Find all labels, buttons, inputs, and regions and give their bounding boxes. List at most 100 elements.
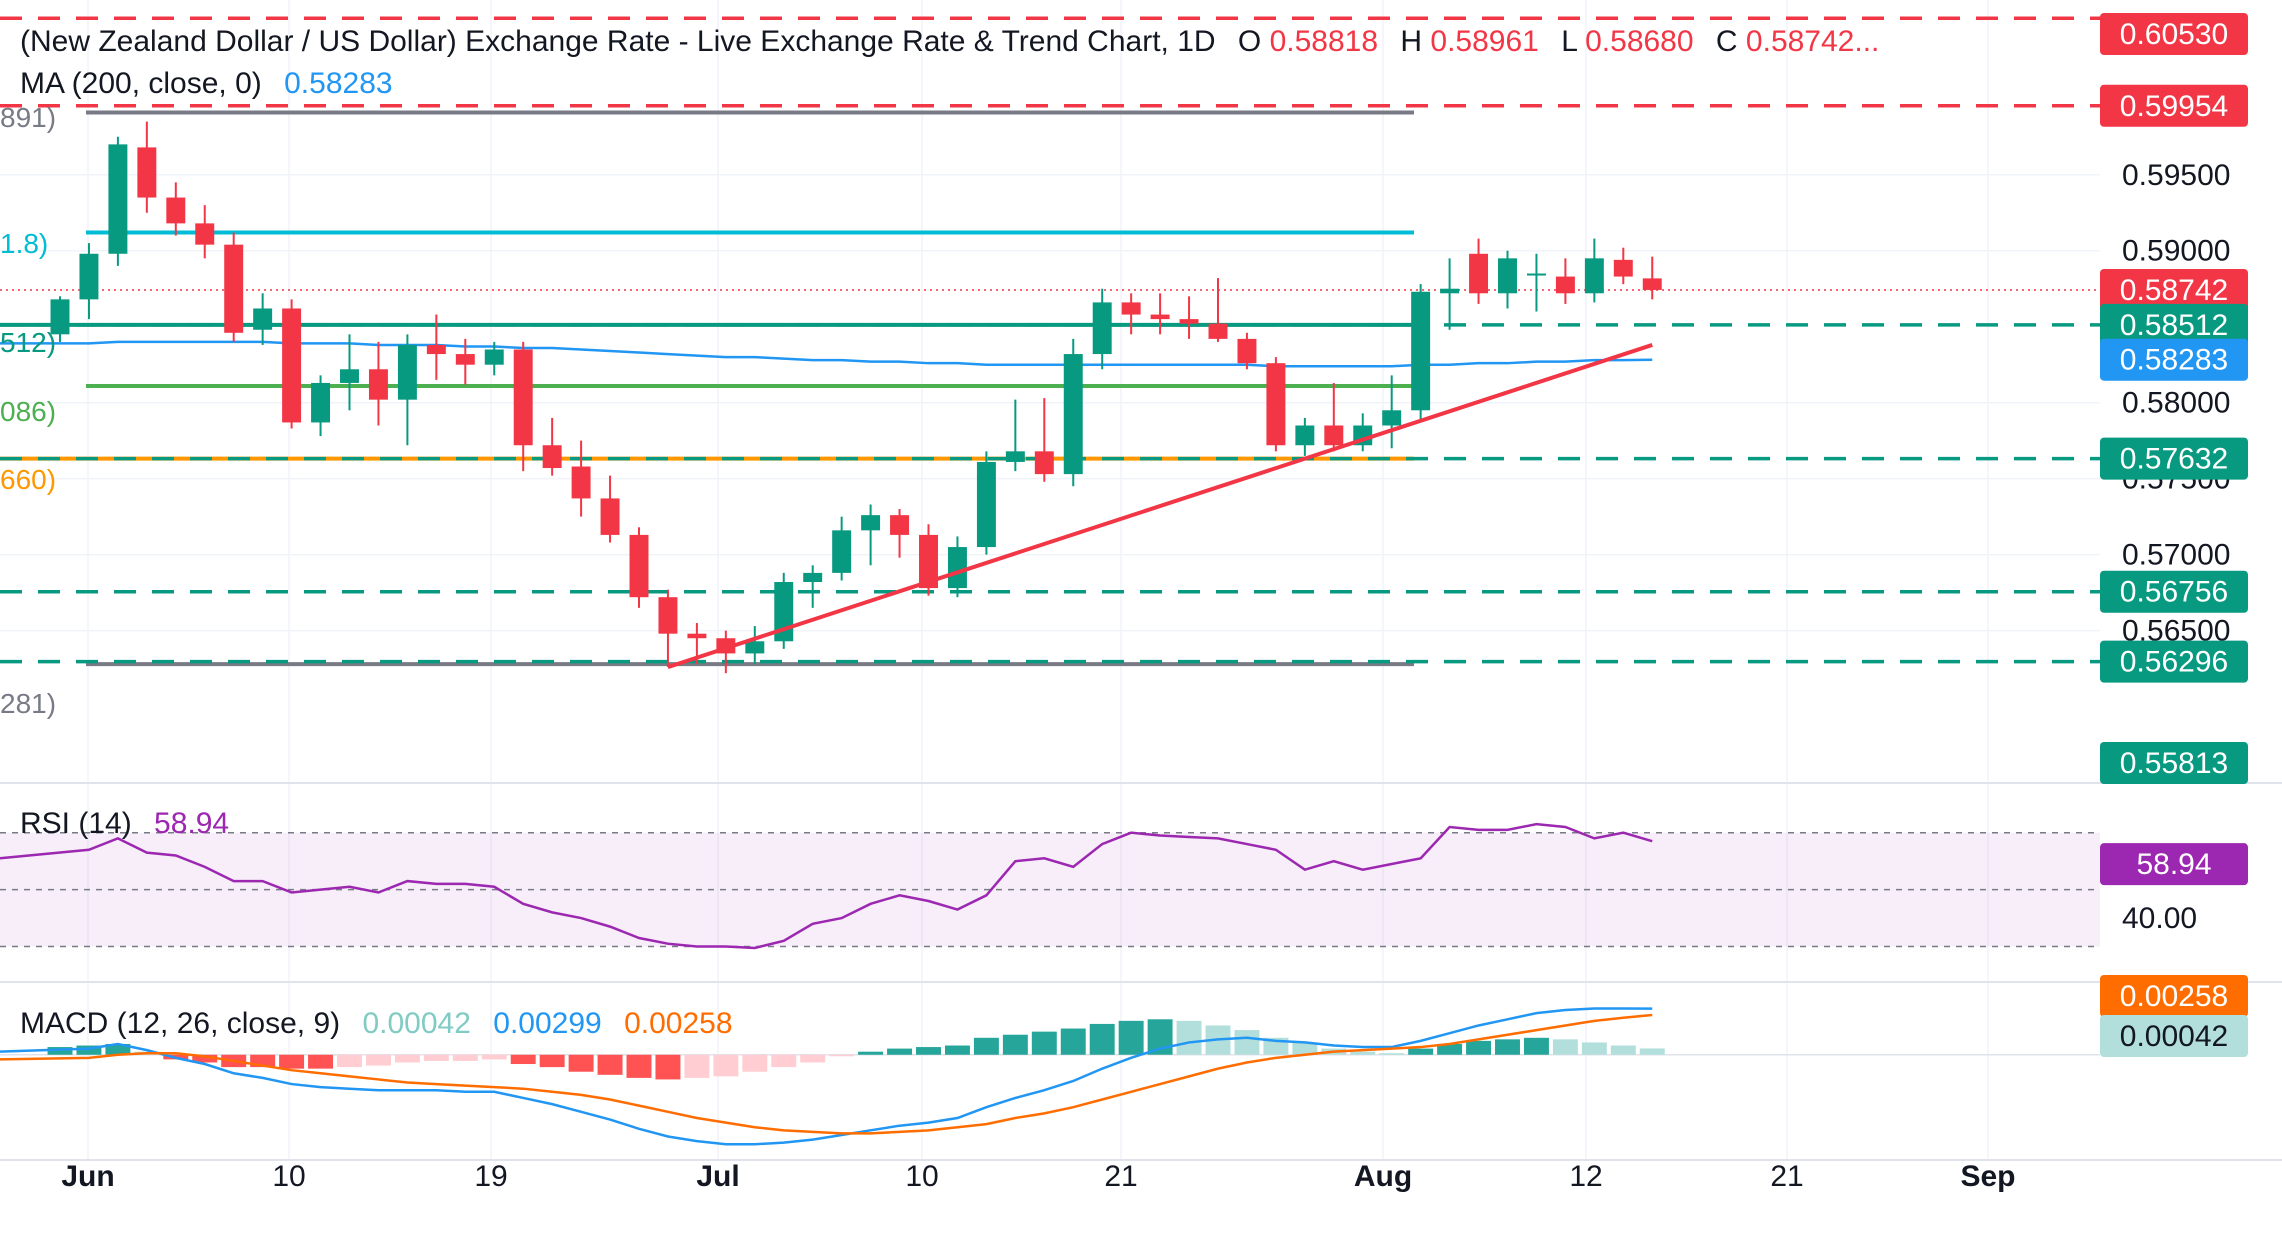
time-tick-1: 10 xyxy=(272,1160,305,1193)
ma-legend: MA (200, close, 0) 0.58283 xyxy=(20,67,393,100)
macd-hist-bar-12 xyxy=(394,1054,420,1063)
rsi-tag-text: 58.94 xyxy=(2136,848,2211,881)
left-level-label-1: 1.8) xyxy=(0,228,48,259)
candle-body-46 xyxy=(1382,410,1402,426)
macd-hist-bar-43 xyxy=(1292,1042,1318,1055)
candle-body-12 xyxy=(397,344,417,400)
macd-hist-bar-26 xyxy=(800,1054,826,1063)
macd-hist-bar-11 xyxy=(365,1054,391,1066)
macd-hist-bar-17 xyxy=(539,1054,565,1068)
macd-hist-bar-55 xyxy=(1639,1048,1665,1055)
macd-hist-bar-35 xyxy=(1060,1028,1086,1055)
macd-hist-bar-34 xyxy=(1031,1031,1057,1055)
macd-hist-bar-18 xyxy=(568,1054,594,1072)
macd-signal-value: 0.00258 xyxy=(624,1007,732,1040)
macd-signal-tag-box xyxy=(2100,975,2248,1017)
candle-body-53 xyxy=(1584,258,1604,294)
rsi-pane xyxy=(0,822,2100,950)
candle-body-15 xyxy=(484,349,504,365)
macd-hist-value: 0.00042 xyxy=(362,1007,470,1040)
macd-pane xyxy=(0,1007,2100,1146)
price-tag-7-box xyxy=(2100,640,2248,683)
candle-body-4 xyxy=(166,197,186,224)
macd-hist-bar-19 xyxy=(597,1054,623,1075)
candle-body-41 xyxy=(1237,338,1257,364)
candle-body-28 xyxy=(861,515,881,531)
time-tick-2: 19 xyxy=(474,1160,507,1193)
macd-hist-bar-5 xyxy=(192,1054,218,1063)
macd-hist-bar-31 xyxy=(944,1045,970,1055)
price-tick-4: 0.57000 xyxy=(2122,539,2230,572)
price-tag-3-text: 0.58512 xyxy=(2120,309,2228,342)
left-level-label-3: 086) xyxy=(0,396,56,427)
candle-body-11 xyxy=(368,369,388,400)
macd-hist-bar-52 xyxy=(1552,1039,1578,1055)
price-tag-1-text: 0.59954 xyxy=(2120,90,2228,123)
candle-body-44 xyxy=(1324,425,1344,446)
trendline xyxy=(667,343,1653,670)
open-label: O xyxy=(1238,25,1261,58)
candle-body-18 xyxy=(571,466,591,499)
candle-body-31 xyxy=(947,547,967,589)
candles xyxy=(50,121,1662,674)
candle-body-13 xyxy=(426,344,446,355)
macd-hist-bar-47 xyxy=(1408,1048,1434,1055)
chart-header: (New Zealand Dollar / US Dollar) Exchang… xyxy=(20,25,1879,58)
macd-signal-tag-text: 0.00258 xyxy=(2120,980,2228,1013)
left-level-label-0: 891) xyxy=(0,102,56,133)
rsi-tag-box xyxy=(2100,843,2248,886)
price-tag-5-box xyxy=(2100,437,2248,480)
ma-legend-label: MA (200, close, 0) xyxy=(20,67,262,100)
macd-signal-polyline xyxy=(0,1013,1653,1135)
price-tag-0-text: 0.60530 xyxy=(2120,18,2228,51)
macd-hist-bar-45 xyxy=(1350,1051,1376,1055)
price-tag-3-box xyxy=(2100,303,2248,346)
candle-body-7 xyxy=(253,308,273,330)
price-tag-1-box xyxy=(2100,84,2248,127)
macd-hist-bar-24 xyxy=(742,1054,768,1072)
macd-hist-bar-27 xyxy=(829,1054,855,1057)
macd-hist-bar-50 xyxy=(1495,1039,1520,1055)
rsi-legend: RSI (14) 58.94 xyxy=(20,807,229,840)
price-tag-5-text: 0.57632 xyxy=(2120,443,2228,476)
macd-hist-bar-29 xyxy=(887,1048,913,1055)
price-tag-8-box xyxy=(2100,742,2248,784)
time-tick-0: Jun xyxy=(61,1160,114,1193)
macd-hist-bar-25 xyxy=(771,1054,797,1068)
macd-hist-bar-37 xyxy=(1118,1020,1144,1055)
macd-hist-bar-1 xyxy=(76,1045,102,1055)
candle-body-9 xyxy=(311,382,331,423)
low-value: 0.58680 xyxy=(1585,25,1693,58)
macd-legend-label: MACD (12, 26, close, 9) xyxy=(20,1007,340,1040)
candle-body-5 xyxy=(195,223,215,245)
macd-hist-bar-22 xyxy=(684,1054,710,1078)
price-tick-0: 0.59500 xyxy=(2122,159,2230,192)
candle-body-14 xyxy=(455,354,475,365)
candle-body-10 xyxy=(340,369,359,383)
macd-line-value: 0.00299 xyxy=(493,1007,601,1040)
price-tag-2-box xyxy=(2100,268,2248,311)
high-value: 0.58961 xyxy=(1430,25,1538,58)
ma-legend-value: 0.58283 xyxy=(284,67,392,100)
candle-body-0 xyxy=(50,299,70,335)
price-tick-2: 0.58000 xyxy=(2122,387,2230,420)
price-tag-4-text: 0.58283 xyxy=(2120,344,2228,377)
candle-body-30 xyxy=(919,534,938,589)
macd-hist-bar-16 xyxy=(510,1054,536,1065)
macd-hist-bar-30 xyxy=(916,1047,941,1055)
price-tick-1: 0.59000 xyxy=(2122,235,2230,268)
candle-body-29 xyxy=(890,515,910,535)
low-label: L xyxy=(1561,25,1577,58)
candle-body-27 xyxy=(832,530,852,573)
candle-body-32 xyxy=(976,461,996,548)
candle-body-21 xyxy=(658,597,678,634)
macd-hist-bar-46 xyxy=(1379,1053,1405,1055)
grid xyxy=(0,0,2100,1160)
time-tick-7: 12 xyxy=(1569,1160,1602,1193)
macd-hist-bar-20 xyxy=(626,1054,652,1078)
macd-hist-bar-0 xyxy=(47,1047,73,1055)
candle-body-1 xyxy=(79,253,99,300)
macd-hist-bar-21 xyxy=(655,1054,681,1080)
rsi-polyline xyxy=(0,822,1653,950)
macd-hist-bar-36 xyxy=(1089,1023,1115,1055)
